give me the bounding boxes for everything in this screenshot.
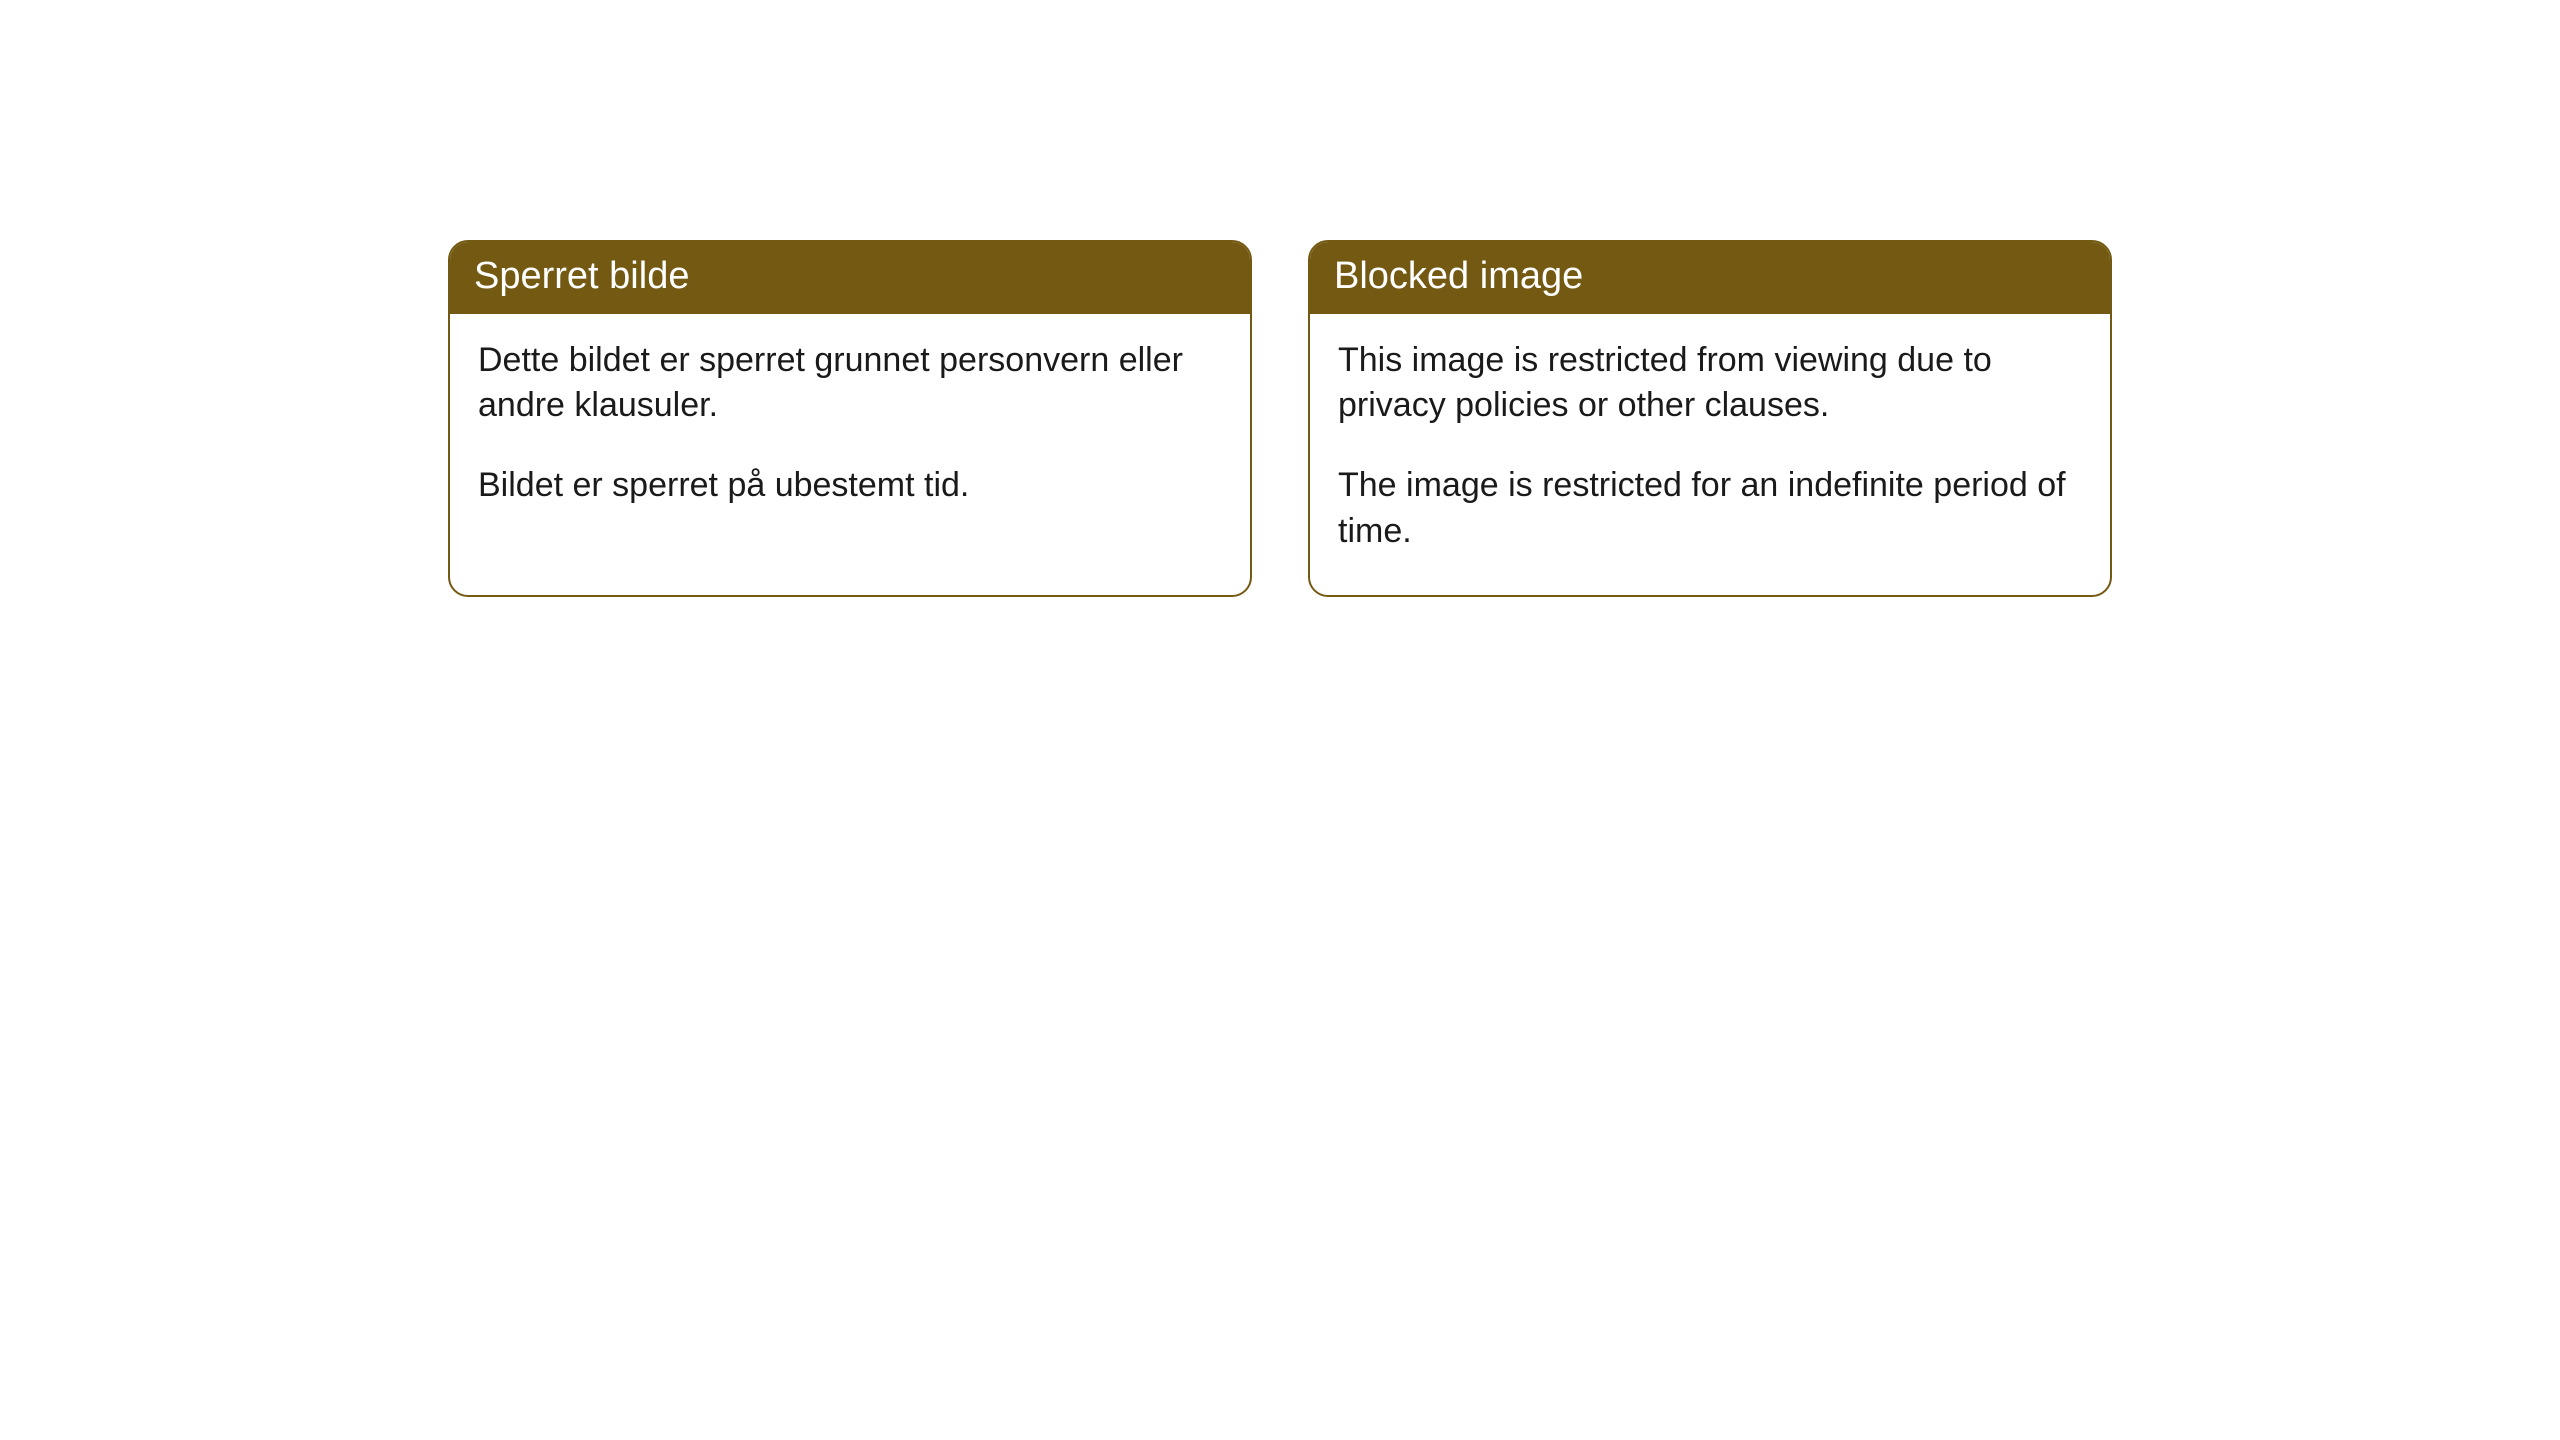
card-paragraph: Bildet er sperret på ubestemt tid. [478,463,1222,509]
blocked-image-card-en: Blocked image This image is restricted f… [1308,240,2112,597]
blocked-image-card-no: Sperret bilde Dette bildet er sperret gr… [448,240,1252,597]
card-body: This image is restricted from viewing du… [1310,314,2110,596]
card-paragraph: This image is restricted from viewing du… [1338,338,2082,430]
card-header: Blocked image [1310,242,2110,314]
notice-cards-container: Sperret bilde Dette bildet er sperret gr… [0,0,2560,597]
card-paragraph: Dette bildet er sperret grunnet personve… [478,338,1222,430]
card-body: Dette bildet er sperret grunnet personve… [450,314,1250,550]
card-paragraph: The image is restricted for an indefinit… [1338,463,2082,555]
card-header: Sperret bilde [450,242,1250,314]
